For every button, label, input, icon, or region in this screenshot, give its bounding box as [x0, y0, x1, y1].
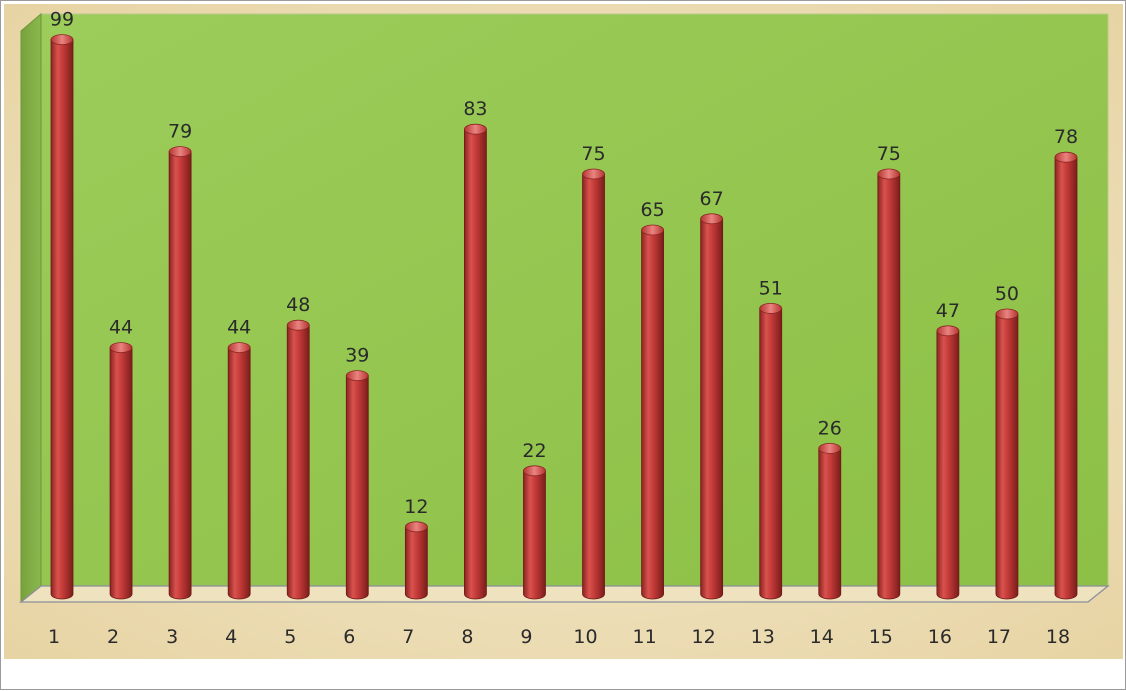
- x-tick-label-5: 5: [284, 626, 296, 648]
- bar-3: [168, 146, 192, 600]
- bar-8: [464, 123, 487, 600]
- bar-cap: [995, 308, 1019, 320]
- data-label-5: 48: [286, 294, 310, 316]
- bar-6: [345, 370, 369, 600]
- bar-cap: [404, 521, 428, 533]
- bar-cap: [286, 319, 310, 331]
- data-label-11: 65: [640, 199, 664, 221]
- bar-body: [464, 128, 487, 600]
- data-labels: 99 44 79 44 48 39 12 83 22 75 65 67 51 26 75 47 50 78: [50, 9, 1078, 518]
- x-tick-label-10: 10: [573, 626, 597, 648]
- bar-cap: [50, 34, 74, 45]
- data-label-7: 12: [404, 496, 428, 518]
- data-label-14: 26: [818, 417, 842, 439]
- bar-cap: [345, 370, 369, 382]
- bar-body: [523, 470, 546, 600]
- bar-cap: [168, 146, 192, 158]
- plot-side-wall: [20, 12, 42, 604]
- x-tick-label-11: 11: [632, 626, 656, 648]
- bar-body: [227, 347, 251, 600]
- data-label-13: 51: [759, 277, 783, 299]
- x-tick-label-6: 6: [343, 626, 355, 648]
- bar-cap: [109, 342, 133, 354]
- x-tick-label-15: 15: [869, 626, 893, 648]
- bar-body: [818, 448, 842, 600]
- x-axis-tick-labels: 1 2 3 4 5 6 7 8 9 10 11 12 13 14 15 16 17 18: [48, 626, 1070, 648]
- bar-15: [877, 168, 901, 600]
- bar-17: [995, 308, 1019, 600]
- bar-7: [404, 521, 428, 600]
- bar-12: [700, 213, 724, 600]
- bar-body: [109, 347, 133, 600]
- bar-cap: [818, 442, 842, 454]
- bar-11: [641, 224, 664, 600]
- bar-cap: [1054, 151, 1078, 163]
- data-label-2: 44: [109, 317, 133, 339]
- bar-body: [995, 313, 1019, 600]
- x-tick-label-18: 18: [1046, 626, 1070, 648]
- data-label-17: 50: [995, 283, 1019, 305]
- x-tick-label-2: 2: [107, 626, 119, 648]
- bar-body: [641, 229, 664, 600]
- x-tick-label-4: 4: [225, 626, 237, 648]
- bar-cap: [700, 213, 724, 225]
- bar-body: [877, 173, 901, 600]
- bar-body: [168, 151, 192, 600]
- x-tick-label-8: 8: [461, 626, 473, 648]
- x-tick-label-17: 17: [987, 626, 1011, 648]
- bar-body: [404, 526, 428, 600]
- bar-body: [1054, 156, 1078, 600]
- bar-16: [936, 325, 960, 600]
- bar-body: [50, 39, 74, 600]
- bar-5: [286, 319, 310, 600]
- bar-4: [227, 342, 251, 600]
- bar-body: [759, 308, 783, 600]
- bar-cap: [877, 168, 901, 180]
- bar-cap: [759, 302, 783, 314]
- bar-body: [936, 330, 960, 600]
- bar-14: [818, 442, 842, 600]
- bar-cap: [464, 123, 487, 135]
- data-label-10: 75: [581, 143, 605, 165]
- data-label-6: 39: [345, 345, 369, 367]
- x-tick-label-16: 16: [928, 626, 952, 648]
- x-tick-label-13: 13: [751, 626, 775, 648]
- data-label-18: 78: [1054, 126, 1078, 148]
- bar-cap: [641, 224, 664, 236]
- x-tick-label-3: 3: [166, 626, 178, 648]
- data-label-15: 75: [877, 143, 901, 165]
- data-label-1: 99: [50, 9, 74, 31]
- x-tick-label-7: 7: [402, 626, 414, 648]
- bar-1: [50, 34, 74, 600]
- data-label-4: 44: [227, 317, 251, 339]
- bar-13: [759, 302, 783, 600]
- data-label-9: 22: [522, 440, 546, 462]
- bar-body: [286, 324, 310, 600]
- bar-body: [700, 218, 724, 600]
- bar-body: [345, 375, 369, 600]
- data-label-8: 83: [463, 98, 487, 120]
- bar-cap: [582, 168, 605, 180]
- data-label-16: 47: [936, 300, 960, 322]
- x-tick-label-1: 1: [48, 626, 60, 648]
- bar-cap: [936, 325, 960, 337]
- bar-body: [582, 173, 605, 600]
- bar-18: [1054, 151, 1078, 600]
- data-label-3: 79: [168, 121, 192, 143]
- bar-2: [109, 342, 133, 600]
- bar-cap: [227, 342, 251, 354]
- bar-9: [523, 465, 546, 600]
- bar-cap: [523, 465, 546, 477]
- x-tick-label-14: 14: [810, 626, 834, 648]
- bars-layer: [50, 34, 1078, 600]
- bar-10: [582, 168, 605, 600]
- data-label-12: 67: [700, 188, 724, 210]
- x-tick-label-12: 12: [692, 626, 716, 648]
- x-tick-label-9: 9: [520, 626, 532, 648]
